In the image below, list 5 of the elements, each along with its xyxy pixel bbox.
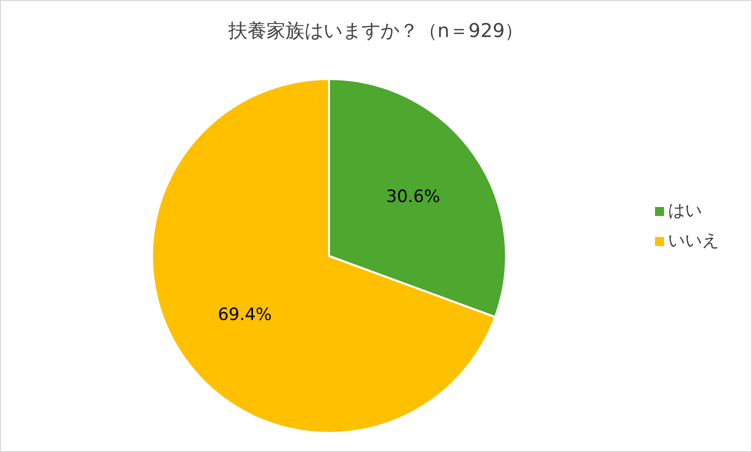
legend-label: はい	[668, 201, 702, 221]
chart-title: 扶養家族はいますか？（n＝929）	[227, 19, 525, 44]
data-label: 30.6%	[386, 187, 440, 208]
data-label: 69.4%	[218, 304, 272, 325]
legend-label: いいえ	[668, 231, 719, 251]
